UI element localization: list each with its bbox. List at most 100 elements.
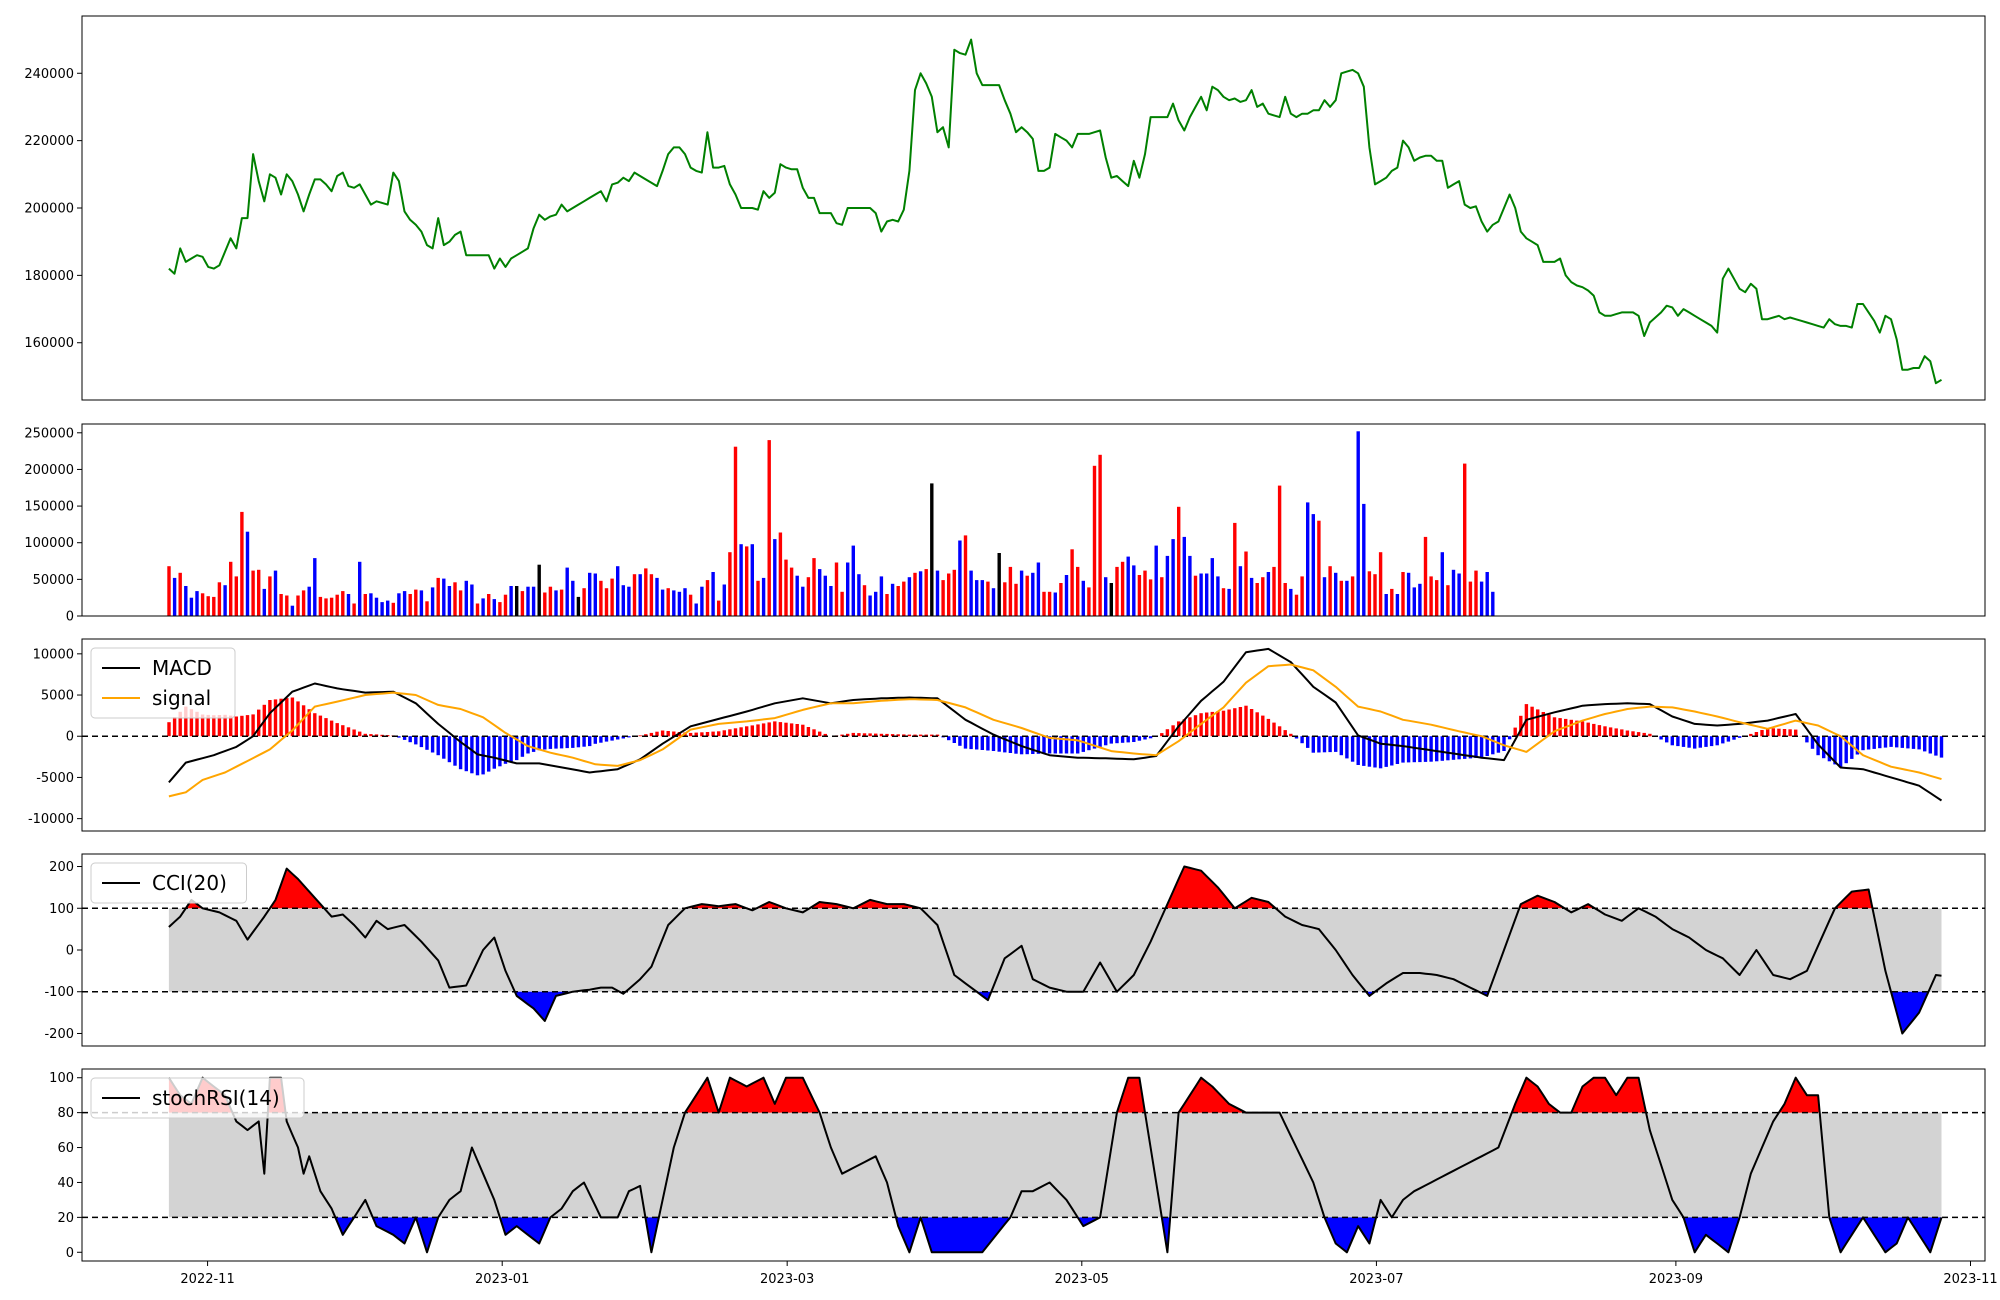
macd-ytick-label: -5000 xyxy=(36,771,74,786)
macd-histogram-bar xyxy=(1693,736,1697,749)
price-frame xyxy=(81,15,1986,401)
macd-histogram-bar xyxy=(1059,736,1063,754)
macd-histogram-bar xyxy=(1221,710,1226,737)
volume-bar xyxy=(823,575,827,616)
volume-bar xyxy=(313,558,317,616)
volume-bar xyxy=(172,577,177,616)
volume-ytick-label: 200000 xyxy=(24,463,74,478)
macd-histogram-bar xyxy=(1788,729,1792,737)
stochrsi-overbought-area xyxy=(1178,1077,1246,1113)
macd-histogram-bar xyxy=(1631,731,1635,737)
volume-bar xyxy=(1306,502,1310,616)
volume-bar xyxy=(285,595,289,616)
volume-bar xyxy=(1126,556,1130,616)
volume-bar xyxy=(806,577,811,616)
volume-frame xyxy=(81,423,1986,617)
volume-bar xyxy=(1064,575,1069,616)
macd-histogram-bar xyxy=(1541,712,1545,737)
macd-histogram-bar xyxy=(346,727,351,737)
macd-histogram-bar xyxy=(1805,736,1809,743)
volume-bar xyxy=(750,544,754,616)
macd-histogram-bar xyxy=(548,736,553,749)
macd-histogram-bar xyxy=(1003,736,1007,753)
macd-histogram-bar xyxy=(599,736,603,743)
price-panel: 160000 180000 200000 220000 240000 xyxy=(24,15,1986,401)
volume-bar xyxy=(1485,572,1489,616)
volume-bar xyxy=(1266,572,1271,616)
macd-histogram-bar xyxy=(1008,736,1013,753)
volume-bar xyxy=(739,544,743,616)
volume-bar xyxy=(1406,572,1411,616)
macd-histogram-bar xyxy=(257,709,261,737)
macd-ytick-label: -10000 xyxy=(28,812,74,827)
volume-bar xyxy=(565,567,569,616)
volume-bar xyxy=(632,574,637,616)
macd-histogram-bar xyxy=(1608,727,1613,737)
cci-overbought-area xyxy=(809,902,854,909)
macd-histogram-bar xyxy=(1227,709,1231,737)
stochrsi-panel: 0 20 40 60 80 100 stochRSI(14) xyxy=(49,1068,1986,1262)
volume-bar xyxy=(1412,587,1416,616)
volume-bar xyxy=(694,603,698,616)
macd-histogram-bar xyxy=(1580,721,1585,737)
macd-histogram-bar xyxy=(778,722,783,737)
volume-bar xyxy=(1036,562,1041,616)
macd-histogram-bar xyxy=(273,699,278,737)
macd-histogram-bar xyxy=(980,736,984,750)
macd-histogram-bar xyxy=(1760,730,1764,737)
volume-bar xyxy=(554,590,558,616)
volume-bar xyxy=(436,577,440,616)
volume-bar xyxy=(935,570,940,616)
stochrsi-ytick-label: 40 xyxy=(57,1176,74,1191)
volume-bar xyxy=(1451,569,1456,616)
macd-histogram-bar xyxy=(1356,736,1360,765)
macd-histogram-bar xyxy=(1715,736,1719,746)
macd-histogram-bar xyxy=(1547,714,1551,737)
macd-histogram-bar xyxy=(1137,736,1142,741)
volume-bar xyxy=(1087,587,1091,616)
macd-histogram-bar xyxy=(1064,736,1069,754)
macd-histogram-bar xyxy=(1620,729,1624,737)
date-tick-label: 2023-01 xyxy=(475,1272,529,1287)
volume-bar xyxy=(1047,591,1052,616)
volume-bar xyxy=(1025,575,1029,616)
volume-bar xyxy=(526,586,530,616)
macd-histogram-bar xyxy=(531,736,536,752)
macd-histogram-bar xyxy=(874,733,878,737)
volume-bar xyxy=(688,594,693,616)
macd-histogram-bar xyxy=(795,724,799,737)
volume-ytick-label: 50000 xyxy=(33,573,74,588)
macd-histogram-bar xyxy=(352,729,356,737)
volume-bar xyxy=(335,594,339,616)
volume-bar xyxy=(789,567,794,616)
volume-bar xyxy=(1457,573,1461,616)
volume-bar xyxy=(773,539,777,616)
macd-legend-label: signal xyxy=(152,686,211,710)
volume-bar xyxy=(1311,514,1315,616)
volume-bar xyxy=(952,569,956,616)
volume-bar xyxy=(1378,552,1383,616)
macd-histogram-bar xyxy=(1283,730,1287,737)
volume-bar xyxy=(1283,583,1287,616)
date-tick-label: 2023-07 xyxy=(1349,1272,1403,1287)
cci-overbought-area xyxy=(1165,866,1235,909)
volume-bar xyxy=(397,593,401,616)
macd-histogram-bar xyxy=(1923,736,1927,752)
macd-histogram-bar xyxy=(1558,718,1562,737)
macd-histogram-bar xyxy=(1362,736,1366,766)
macd-histogram-bar xyxy=(1210,711,1214,737)
volume-bar xyxy=(986,581,990,616)
volume-bar xyxy=(834,562,839,616)
macd-histogram-bar xyxy=(1255,712,1259,737)
stochrsi-ytick-label: 0 xyxy=(66,1246,74,1261)
macd-histogram-bar xyxy=(296,701,300,737)
macd-histogram-bar xyxy=(1463,736,1467,759)
macd-histogram-bar xyxy=(913,734,917,737)
macd-histogram-bar xyxy=(1732,736,1736,740)
macd-histogram-bar xyxy=(1244,705,1248,737)
volume-bar xyxy=(296,595,300,616)
macd-histogram-bar xyxy=(1665,736,1669,743)
volume-bar xyxy=(1171,539,1175,616)
macd-histogram-bar xyxy=(711,731,715,737)
macd-histogram-bar xyxy=(1350,736,1355,762)
